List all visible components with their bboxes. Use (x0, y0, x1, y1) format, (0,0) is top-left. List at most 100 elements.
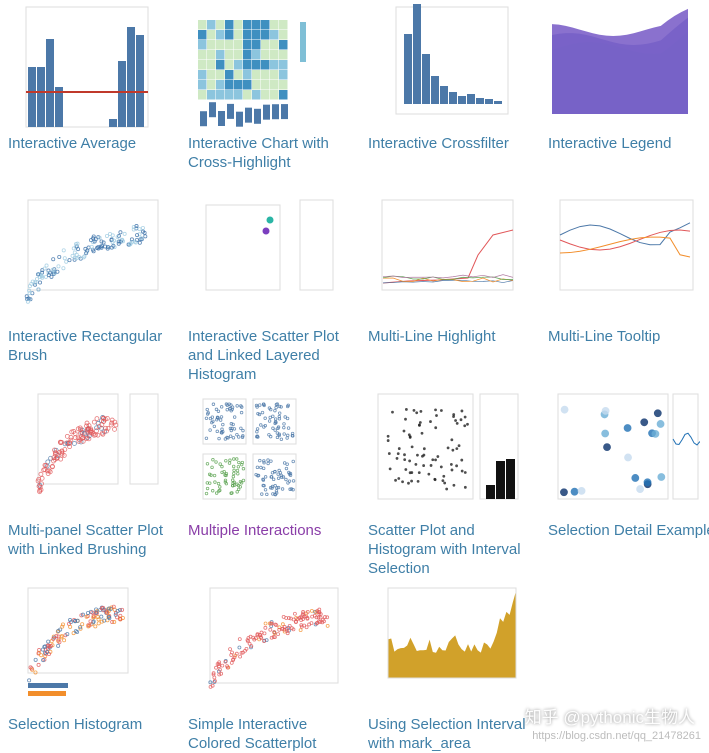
thumb-shape (397, 477, 401, 480)
gallery-link[interactable]: Simple Interactive Colored Scatterplot (188, 716, 317, 752)
watermark-url: https://blog.csdn.net/qq_21478261 (532, 730, 701, 742)
thumb-shape (219, 430, 224, 435)
thumb-shape (207, 80, 216, 90)
gallery-link[interactable]: Interactive Average (8, 135, 137, 152)
thumb-shape (570, 487, 579, 496)
thumb-shape (112, 620, 117, 625)
gallery-item[interactable]: Interactive Scatter Plot and Linked Laye… (188, 195, 360, 384)
gallery-link[interactable]: Interactive Chart with Cross-Highlight (188, 135, 329, 171)
gallery-item[interactable]: Multi-panel Scatter Plot with Linked Bru… (8, 389, 180, 559)
thumb-shape (72, 441, 77, 446)
thumbnail[interactable] (368, 2, 520, 128)
thumbnail[interactable] (8, 583, 160, 709)
thumb-shape (262, 461, 266, 465)
thumb-shape (56, 628, 61, 633)
gallery-link[interactable]: Selection Detail Example (548, 522, 709, 539)
thumb-shape (455, 421, 459, 425)
gallery-item[interactable]: Multi-Line Highlight (368, 195, 540, 346)
gallery-link[interactable]: Multi-Line Highlight (368, 328, 496, 345)
thumb-shape (216, 90, 225, 100)
thumb-shape (198, 30, 207, 40)
thumb-shape (46, 468, 52, 474)
thumb-shape (427, 472, 431, 476)
gallery-link[interactable]: Interactive Crossfilter (368, 135, 509, 152)
thumb-shape (263, 416, 267, 420)
thumbnail[interactable] (548, 389, 700, 515)
thumb-shape (276, 476, 281, 480)
gallery-item[interactable]: Simple Interactive Colored Scatterplot (188, 583, 360, 753)
thumb-shape (281, 475, 286, 479)
gallery-item[interactable]: Using Selection Interval with mark_area (368, 583, 540, 753)
gallery-item[interactable]: Selection Detail Example (548, 389, 709, 540)
gallery-item[interactable]: Multiple Interactions (188, 389, 360, 540)
thumb-shape (261, 90, 270, 100)
thumb-shape (270, 80, 279, 90)
thumb-shape (285, 462, 289, 466)
thumb-shape (455, 464, 458, 468)
thumb-shape (122, 231, 127, 236)
thumb-shape (55, 87, 63, 127)
gallery-item[interactable]: Interactive Crossfilter (368, 2, 540, 153)
thumb-shape (131, 227, 136, 232)
thumb-shape (109, 605, 114, 610)
thumb-shape (262, 227, 270, 235)
thumb-shape (260, 410, 265, 415)
gallery-item[interactable]: Selection Histogram (8, 583, 180, 734)
gallery-link[interactable]: Interactive Scatter Plot and Linked Laye… (188, 328, 339, 383)
gallery-link[interactable]: Multi-panel Scatter Plot with Linked Bru… (8, 522, 164, 558)
thumbnail[interactable] (548, 195, 700, 321)
gallery-link[interactable]: Multiple Interactions (188, 522, 322, 539)
thumbnail[interactable] (188, 195, 340, 321)
thumbnail[interactable] (8, 195, 160, 321)
gallery-item[interactable]: Scatter Plot and Histogram with Interval… (368, 389, 540, 578)
thumb-shape (206, 411, 210, 415)
thumb-shape (403, 453, 406, 457)
thumb-shape (282, 625, 287, 629)
thumb-shape (243, 20, 252, 30)
gallery-item[interactable]: Interactive Chart with Cross-Highlight (188, 2, 360, 172)
thumb-shape (204, 436, 209, 440)
thumb-shape (463, 485, 467, 489)
thumbnail[interactable] (188, 389, 340, 515)
thumb-shape (440, 86, 448, 104)
gallery-item[interactable]: Interactive Legend (548, 2, 709, 153)
thumb-shape (266, 461, 270, 466)
thumb-shape (273, 417, 278, 421)
gallery-link[interactable]: Interactive Rectangular Brush (8, 328, 163, 364)
thumbnail[interactable] (368, 195, 520, 321)
thumb-shape (27, 288, 32, 293)
gallery-item[interactable]: Interactive Average (8, 2, 180, 153)
thumb-shape (496, 461, 505, 499)
gallery-link[interactable]: Selection Histogram (8, 716, 143, 733)
thumb-shape (441, 479, 445, 483)
thumb-shape (91, 419, 97, 425)
thumb-shape (279, 70, 288, 80)
thumb-shape (382, 277, 514, 283)
gallery-link[interactable]: Multi-Line Tooltip (548, 328, 661, 345)
thumbnail[interactable] (8, 2, 160, 128)
gallery-link[interactable]: Interactive Legend (548, 135, 672, 152)
thumb-shape (382, 229, 514, 284)
gallery-link[interactable]: Scatter Plot and Histogram with Interval… (368, 522, 521, 577)
thumb-shape (415, 411, 419, 415)
thumbnail[interactable] (188, 2, 340, 128)
thumb-shape (460, 469, 464, 473)
thumb-shape (102, 607, 107, 612)
thumb-shape (54, 455, 60, 461)
thumb-shape (270, 50, 279, 60)
thumb-shape (601, 429, 610, 438)
thumbnail[interactable] (368, 389, 520, 515)
thumbnail[interactable] (368, 583, 520, 709)
gallery-item[interactable]: Interactive Rectangular Brush (8, 195, 180, 365)
gallery-item[interactable]: Multi-Line Tooltip (548, 195, 709, 346)
thumbnail[interactable] (548, 2, 700, 128)
thumb-shape (207, 70, 216, 80)
gallery-link[interactable]: Using Selection Interval with mark_area (368, 716, 526, 752)
thumbnail[interactable] (8, 389, 160, 515)
thumb-shape (234, 80, 243, 90)
thumbnail[interactable] (188, 583, 340, 709)
thumb-shape (112, 238, 117, 243)
thumb-shape (210, 415, 214, 419)
thumb-shape (265, 492, 269, 497)
thumb-shape (284, 466, 289, 471)
